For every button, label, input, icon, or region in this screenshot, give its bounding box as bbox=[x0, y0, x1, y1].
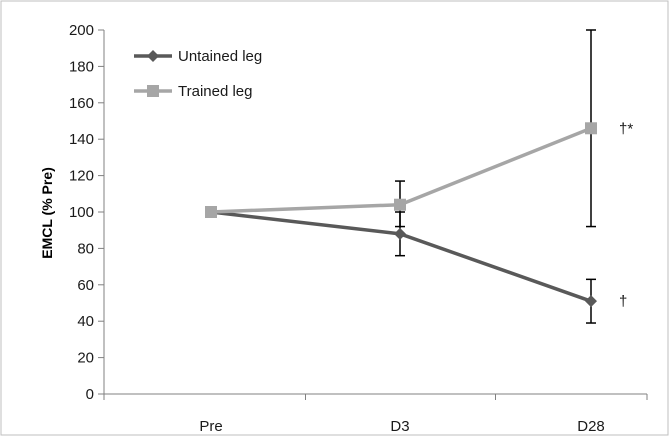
y-tick-label: 20 bbox=[77, 350, 94, 367]
y-tick-label: 0 bbox=[86, 386, 94, 403]
y-tick-label: 120 bbox=[69, 168, 94, 185]
series-markers bbox=[205, 122, 597, 308]
y-tick-label: 60 bbox=[77, 277, 94, 294]
y-tick-label: 140 bbox=[69, 131, 94, 148]
y-tick-label: 180 bbox=[69, 58, 94, 75]
series-marker bbox=[394, 227, 406, 240]
series-marker bbox=[585, 295, 597, 308]
legend-label: Untained leg bbox=[178, 48, 262, 65]
series-marker bbox=[585, 122, 597, 135]
y-tick-label: 200 bbox=[69, 22, 94, 39]
series-marker bbox=[205, 206, 217, 218]
x-tick-label: D3 bbox=[390, 418, 409, 435]
y-tick-label: 80 bbox=[77, 240, 94, 257]
legend: Untained leg Trained leg bbox=[134, 48, 262, 100]
y-tick-label: 40 bbox=[77, 313, 94, 330]
x-tick-label: D28 bbox=[577, 418, 605, 435]
y-tick-label: 100 bbox=[69, 204, 94, 221]
y-axis-label: EMCL (% Pre) bbox=[39, 167, 55, 259]
series-marker bbox=[394, 198, 406, 211]
y-tick-label: 160 bbox=[69, 95, 94, 112]
legend-label: Trained leg bbox=[178, 83, 253, 100]
significance-annotation: †* bbox=[619, 120, 633, 137]
axes: 0 20 40 60 80 100 120 140 160 180 200 Pre D3 D28 bbox=[69, 22, 648, 435]
legend-marker bbox=[147, 85, 159, 97]
significance-annotation: † bbox=[619, 293, 627, 310]
legend-marker bbox=[147, 50, 159, 62]
x-tick-label: Pre bbox=[199, 418, 222, 435]
annotations: † †* bbox=[619, 120, 633, 310]
